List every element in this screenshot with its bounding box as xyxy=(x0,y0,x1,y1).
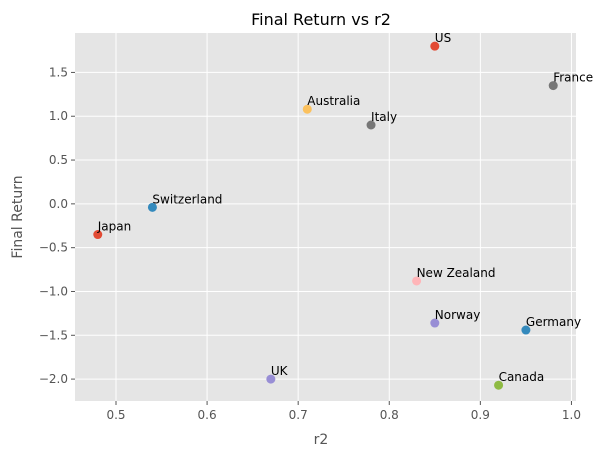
x-tick-label: 0.8 xyxy=(380,408,399,422)
point-label: UK xyxy=(271,364,289,378)
y-axis-label: Final Return xyxy=(10,175,26,258)
y-tick-label: −1.0 xyxy=(39,284,68,298)
point-label: US xyxy=(435,31,451,45)
point-label: Australia xyxy=(307,94,360,108)
data-point xyxy=(521,325,531,335)
y-tick-label: 0.0 xyxy=(49,197,68,211)
point-labels: US France Australia Italy Switzerland Japan Ne… xyxy=(97,31,593,384)
grid-lines xyxy=(75,33,576,401)
point-label: Norway xyxy=(435,308,481,322)
point-label: New Zealand xyxy=(417,266,496,280)
data-point xyxy=(147,202,157,212)
x-axis-label: r2 xyxy=(314,432,329,448)
y-ticks: 1.5 1.0 0.5 0.0 −0.5 −1.0 −1.5 −2.0 xyxy=(39,65,75,386)
x-ticks: 0.5 0.6 0.7 0.8 0.9 1.0 xyxy=(106,401,581,422)
data-point xyxy=(93,230,103,240)
point-label: France xyxy=(553,71,593,85)
y-tick-label: −2.0 xyxy=(39,372,68,386)
data-point xyxy=(548,81,558,91)
point-label: Italy xyxy=(371,110,397,124)
x-tick-label: 1.0 xyxy=(562,408,581,422)
point-label: Switzerland xyxy=(152,192,222,206)
y-tick-label: 1.5 xyxy=(49,65,68,79)
y-tick-label: 0.5 xyxy=(49,153,68,167)
plot-area xyxy=(75,33,576,401)
x-tick-label: 0.6 xyxy=(198,408,217,422)
point-label: Canada xyxy=(499,370,545,384)
chart-title: Final Return vs r2 xyxy=(251,10,391,29)
point-label: Japan xyxy=(97,220,131,234)
data-point xyxy=(412,276,422,286)
data-point xyxy=(366,120,376,130)
y-tick-label: −0.5 xyxy=(39,241,68,255)
x-tick-label: 0.5 xyxy=(106,408,125,422)
data-points xyxy=(93,41,558,390)
point-label: Germany xyxy=(526,315,581,329)
data-point xyxy=(430,41,440,51)
x-tick-label: 0.9 xyxy=(471,408,490,422)
data-point xyxy=(430,318,440,328)
y-tick-label: −1.5 xyxy=(39,328,68,342)
data-point xyxy=(266,374,276,384)
data-point xyxy=(302,104,312,114)
y-tick-label: 1.0 xyxy=(49,109,68,123)
x-tick-label: 0.7 xyxy=(289,408,308,422)
data-point xyxy=(494,380,504,390)
